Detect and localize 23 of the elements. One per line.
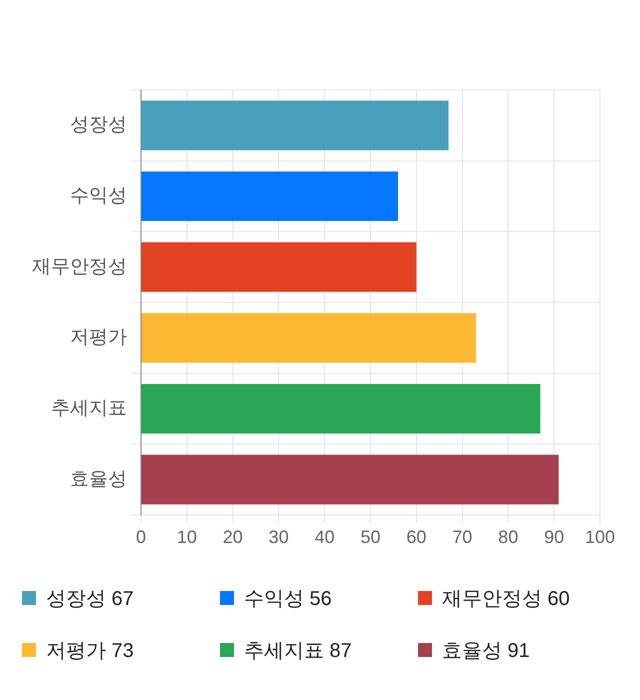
- x-tick-label: 70: [452, 526, 472, 547]
- x-tick-label: 80: [498, 526, 518, 547]
- category-label: 저평가 73: [46, 640, 134, 662]
- x-tick-label: 60: [406, 526, 426, 547]
- category-label: 재무안정성 60: [442, 588, 570, 610]
- y-tick-label: 저평가: [70, 327, 127, 348]
- category-label: 효율성 91: [442, 640, 530, 662]
- x-tick-label: 50: [360, 526, 381, 547]
- x-tick-label: 0: [136, 526, 146, 547]
- category-label: 추세지표 87: [244, 640, 352, 662]
- y-tick-label: 추세지표: [51, 398, 127, 419]
- x-tick-label: 40: [314, 526, 335, 547]
- x-tick-label: 10: [176, 526, 197, 547]
- category-label: 성장성 67: [46, 588, 134, 610]
- x-tick-label: 100: [584, 526, 616, 547]
- y-tick-label: 재무안정성: [32, 256, 127, 278]
- x-tick-label: 90: [544, 526, 564, 547]
- y-tick-label: 효율성: [70, 468, 127, 490]
- category-label: 수익성 56: [244, 588, 332, 610]
- y-tick-label: 성장성: [70, 114, 127, 136]
- x-tick-label: 30: [268, 526, 289, 547]
- y-tick-label: 수익성: [70, 185, 127, 206]
- x-tick-label: 20: [222, 526, 243, 547]
